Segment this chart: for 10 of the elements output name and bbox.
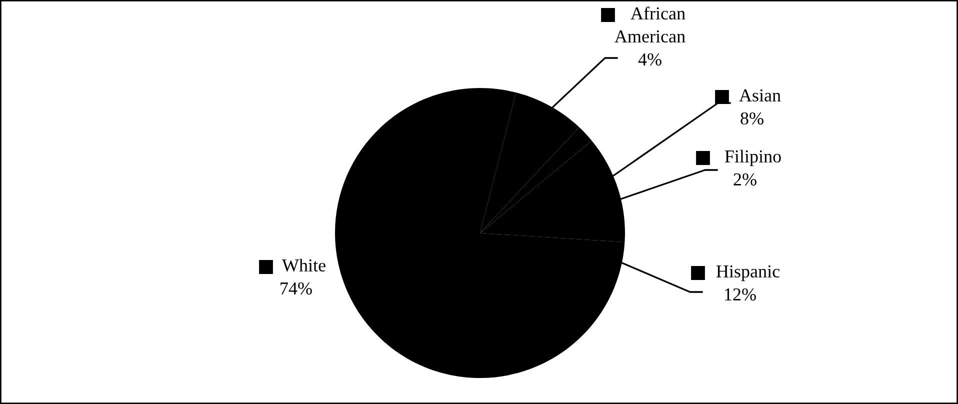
data-label: 12% — [725, 288, 756, 301]
legend-label: White — [282, 258, 326, 272]
data-label: 4% — [638, 53, 662, 66]
data-label: 2% — [734, 173, 756, 186]
legend-label: Asian — [739, 89, 781, 102]
legend-label: Hispanic — [716, 265, 780, 282]
data-label: 74% — [280, 282, 312, 295]
legend-label: Filipino — [724, 150, 781, 166]
data-label: 8% — [740, 112, 764, 125]
legend-label: African American — [614, 6, 686, 43]
